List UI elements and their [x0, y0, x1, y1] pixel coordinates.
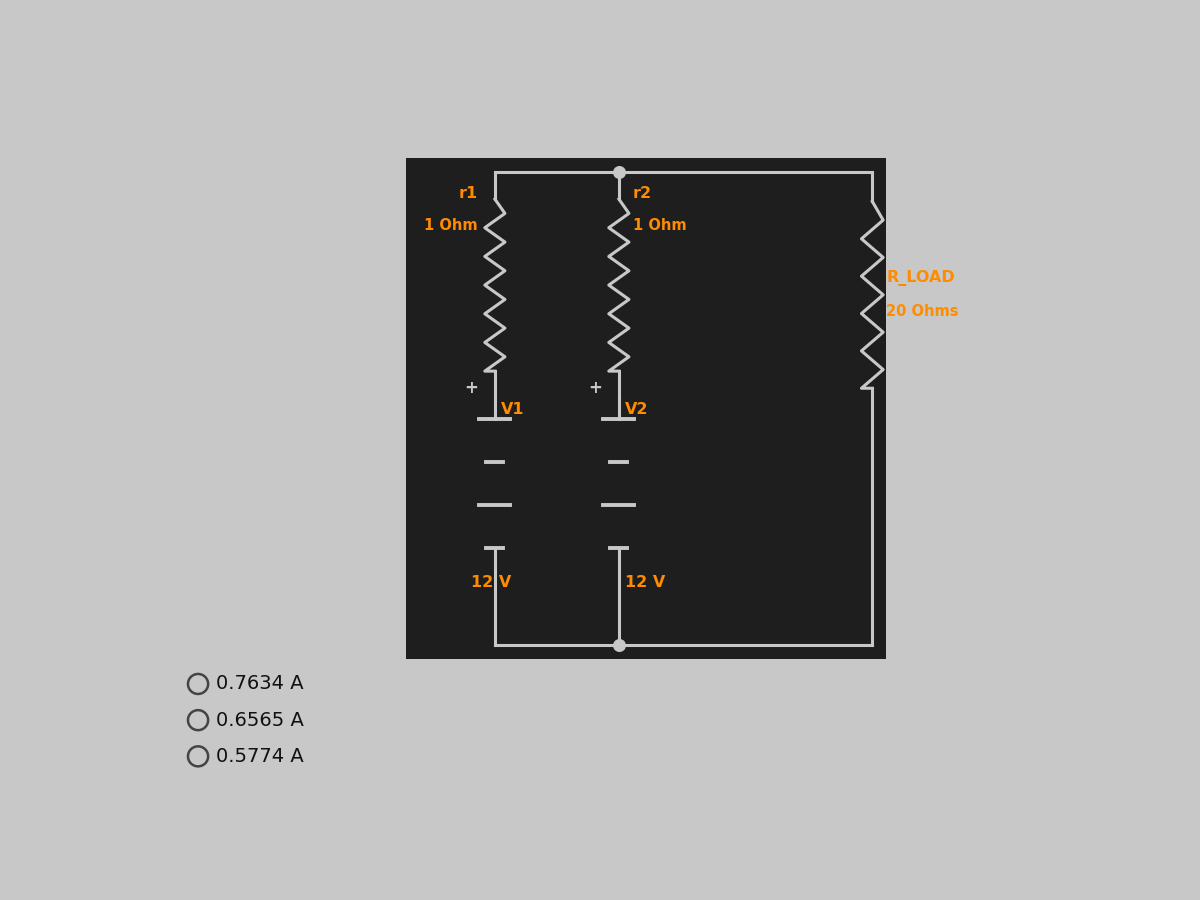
Text: 1 Ohm: 1 Ohm — [632, 218, 686, 233]
Text: r2: r2 — [632, 185, 652, 201]
Text: 12 V: 12 V — [470, 574, 511, 590]
Text: R_LOAD: R_LOAD — [887, 270, 955, 286]
Text: r1: r1 — [458, 185, 478, 201]
Text: 0.6565 A: 0.6565 A — [216, 711, 304, 730]
Text: 0.5774 A: 0.5774 A — [216, 747, 304, 766]
Text: 1 Ohm: 1 Ohm — [425, 218, 478, 233]
Text: +: + — [464, 379, 479, 397]
Text: 12 V: 12 V — [625, 574, 665, 590]
Text: V2: V2 — [625, 402, 648, 417]
Point — [610, 637, 629, 652]
Bar — [406, 158, 887, 659]
Text: 0.7634 A: 0.7634 A — [216, 674, 304, 694]
Text: +: + — [589, 379, 602, 397]
Text: 20 Ohms: 20 Ohms — [887, 304, 959, 320]
Text: V1: V1 — [502, 402, 524, 417]
Point — [610, 165, 629, 179]
